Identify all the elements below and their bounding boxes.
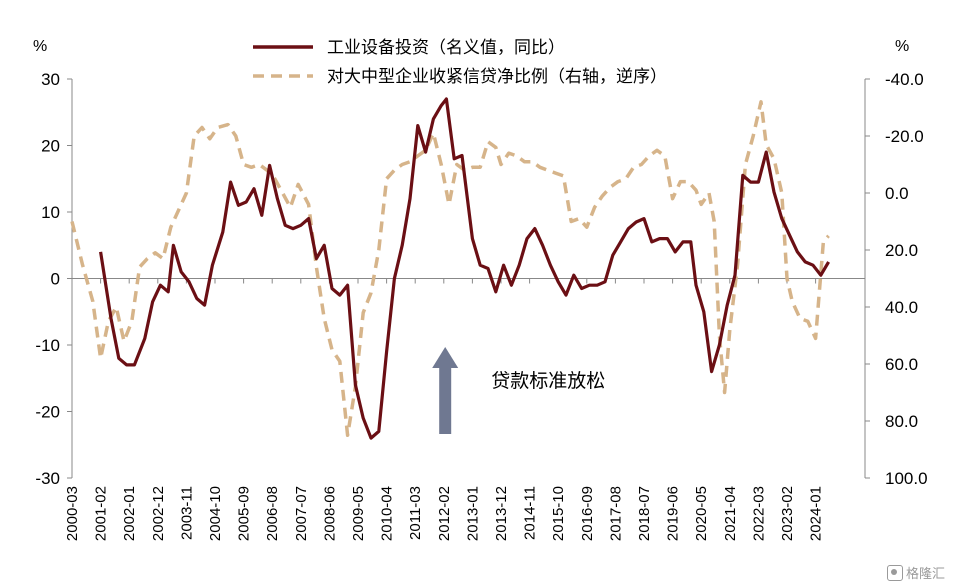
left-tick-label: 30 [41,70,60,89]
right-tick-label: 80.0 [885,412,918,431]
left-axis-unit: % [33,38,47,55]
x-tick-label: 2019-06 [665,486,682,541]
x-tick-label: 2024-01 [808,486,825,541]
watermark-logo-icon [886,564,903,581]
right-tick-label: 60.0 [885,355,918,374]
legend: 工业设备投资（名义值，同比） 对大中型企业收紧信贷净比例（右轴，逆序） [253,38,667,87]
x-tick-label: 2002-01 [121,486,138,541]
x-tick-label: 2021-04 [722,486,739,541]
x-tick-label: 2012-02 [436,486,453,541]
x-tick-label: 2013-01 [464,486,481,541]
x-tick-label: 2007-07 [293,486,310,541]
x-tick-label: 2002-12 [150,486,167,541]
x-tick-label: 2017-08 [607,486,624,541]
x-tick-label: 2000-03 [64,486,81,541]
x-tick-label: 2014-11 [522,486,539,540]
x-tick-label: 2009-05 [350,486,367,541]
x-tick-label: 2008-06 [321,486,338,541]
annotation: 贷款标准放松 [432,347,605,434]
legend-label-equipment: 工业设备投资（名义值，同比） [327,38,565,58]
axes [71,79,866,478]
watermark-text: 格隆汇 [905,567,945,582]
x-tick-label: 2023-02 [779,486,796,541]
x-tick-label: 2020-05 [693,486,710,541]
annotation-arrow-shaft [439,368,452,434]
left-tick-label: 10 [41,203,60,222]
left-tick-label: -10 [35,336,60,355]
x-tick-label: 2004-10 [207,486,224,541]
watermark: 格隆汇 [886,563,945,582]
right-tick-label: 20.0 [885,241,918,260]
legend-label-credit: 对大中型企业收紧信贷净比例（右轴，逆序） [327,67,667,87]
right-tick-label: 0.0 [885,184,909,203]
left-axis-ticks: 30 20 10 0 -10 -20 -30 [35,70,72,488]
x-tick-label: 2005-09 [236,486,253,541]
right-tick-label: -20.0 [885,127,924,146]
annotation-label: 贷款标准放松 [491,370,605,392]
left-tick-label: -30 [35,469,60,488]
x-tick-label: 2022-03 [750,486,767,541]
x-tick-label: 2003-11 [178,486,195,540]
x-axis-ticks: 2000-03 2001-02 2002-01 2002-12 2003-11 2004-… [64,278,825,541]
x-tick-label: 2013-12 [493,486,510,541]
series-layer [70,97,830,440]
right-tick-label: -40.0 [885,70,924,89]
x-tick-label: 2015-10 [550,486,567,541]
x-tick-label: 2011-03 [407,486,424,540]
left-tick-label: 0 [51,270,60,289]
left-tick-label: 20 [41,137,60,156]
right-axis-ticks: -40.0 -20.0 0.0 20.0 40.0 60.0 80.0 100.0 [865,70,928,488]
x-tick-label: 2018-07 [636,486,653,541]
x-tick-label: 2016-09 [579,486,596,541]
right-tick-label: 100.0 [885,469,928,488]
right-tick-label: 40.0 [885,298,918,317]
right-axis-unit: % [895,38,909,55]
annotation-arrow-head-icon [432,347,459,368]
x-tick-label: 2010-04 [379,486,396,541]
equipment-investment-series [99,97,830,440]
x-tick-label: 2001-02 [93,486,110,541]
left-tick-label: -20 [35,403,60,422]
x-tick-label: 2006-08 [264,486,281,541]
